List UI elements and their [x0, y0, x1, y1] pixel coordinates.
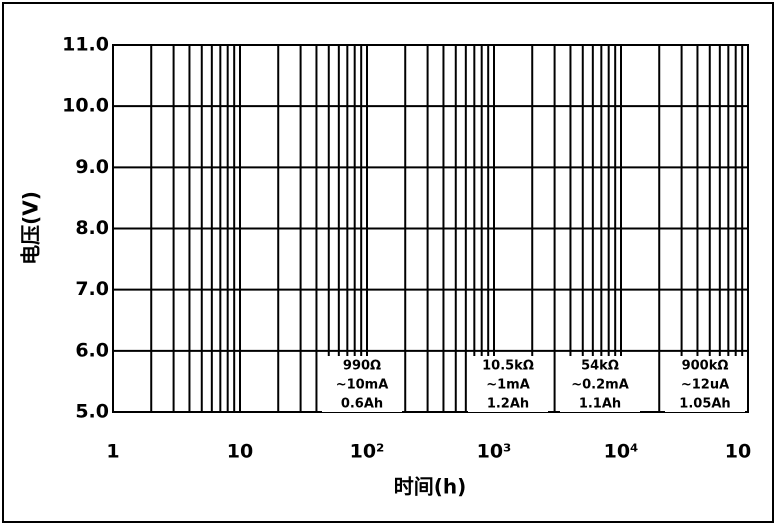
annotation: 990Ω [343, 359, 381, 374]
y-tick-label: 9.0 [75, 156, 109, 178]
x-tick-label: 10⁴ [604, 441, 639, 463]
x-axis-title: 时间(h) [394, 475, 467, 499]
annotation: 1.2Ah [487, 397, 529, 412]
x-tick-label: 1 [106, 441, 119, 463]
y-tick-label: 11.0 [62, 34, 109, 56]
annotation: ~10mA [336, 378, 389, 393]
y-tick-label: 8.0 [75, 217, 109, 239]
x-tick-label: 10 [725, 441, 751, 463]
annotation: 54kΩ [581, 359, 619, 374]
annotation-bg [468, 356, 548, 412]
annotation: 1.1Ah [579, 397, 621, 412]
annotation-bg [560, 356, 640, 412]
annotation: ~1mA [486, 378, 530, 393]
y-tick-label: 7.0 [75, 278, 109, 300]
annotation-bg [322, 356, 402, 412]
plot [322, 356, 745, 412]
y-tick-label: 6.0 [75, 339, 109, 361]
annotation: 10.5kΩ [482, 359, 534, 374]
annotation: ~0.2mA [571, 378, 629, 393]
y-tick-label: 5.0 [75, 401, 109, 423]
labels: 1 10 10² 10³ 10⁴ 10 5.0 6.0 7.0 8.0 9.0 10.0 11.0 990… [62, 34, 751, 463]
annotation: 1.05Ah [679, 397, 730, 412]
annotation: 0.6Ah [341, 397, 383, 412]
annotation: ~12uA [681, 378, 729, 393]
x-tick-label: 10² [350, 441, 385, 463]
y-axis-title: 电压(V) [19, 191, 43, 265]
x-tick-label: 10³ [477, 441, 512, 463]
annotation-bg [665, 356, 745, 412]
y-tick-label: 10.0 [62, 95, 109, 117]
grid [112, 44, 749, 413]
annotation: 900kΩ [682, 359, 729, 374]
x-tick-label: 10 [227, 441, 253, 463]
